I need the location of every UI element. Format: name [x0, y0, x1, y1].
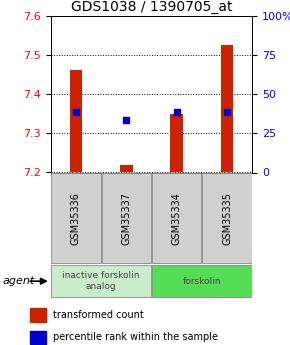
Bar	[102, 174, 151, 263]
Text: GSM35335: GSM35335	[222, 192, 232, 245]
Text: transformed count: transformed count	[53, 310, 144, 320]
Bar	[30, 331, 46, 344]
Bar	[152, 265, 252, 297]
Bar	[171, 114, 183, 172]
Bar	[120, 165, 133, 172]
Text: percentile rank within the sample: percentile rank within the sample	[53, 332, 218, 342]
Title: GDS1038 / 1390705_at: GDS1038 / 1390705_at	[71, 0, 232, 14]
Bar	[202, 174, 252, 263]
Text: agent: agent	[3, 276, 35, 286]
Bar	[221, 45, 233, 172]
Text: forskolin: forskolin	[183, 277, 221, 286]
Bar	[51, 265, 151, 297]
Bar	[30, 308, 46, 322]
Bar	[152, 174, 202, 263]
Bar	[51, 174, 101, 263]
Text: GSM35336: GSM35336	[71, 192, 81, 245]
Bar	[70, 70, 82, 172]
Text: inactive forskolin
analog: inactive forskolin analog	[62, 272, 140, 291]
Text: GSM35334: GSM35334	[172, 192, 182, 245]
Text: GSM35337: GSM35337	[121, 192, 131, 245]
